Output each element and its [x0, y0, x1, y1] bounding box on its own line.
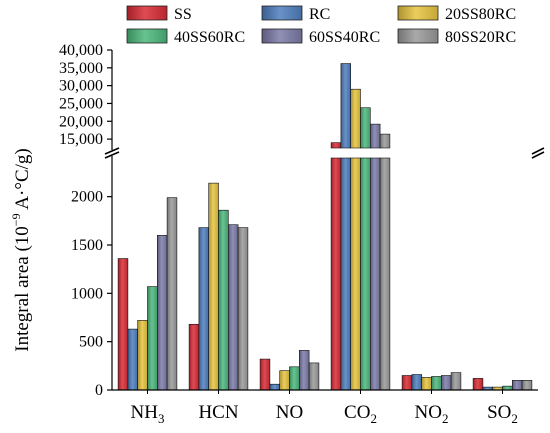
bar-co2-20ss80rc-lower	[350, 157, 361, 391]
bar-no-20ss80rc	[279, 370, 290, 391]
bar-no2-rc	[411, 374, 422, 391]
bar-hcn-40ss60rc	[218, 209, 229, 391]
legend-swatch-60ss40rc	[261, 28, 303, 44]
bar-no-60ss40rc	[298, 350, 310, 391]
bars	[117, 63, 533, 391]
bar-hcn-80ss20rc	[237, 227, 249, 391]
axis-break-mark-right-lower	[531, 151, 545, 159]
axis-break-mark-left-lower	[104, 151, 120, 159]
legend-label-20ss80rc: 20SS80RC	[445, 6, 516, 23]
bar-co2-ss-lower	[330, 157, 342, 391]
y-tick-label-upper: 25,000	[59, 95, 103, 112]
bar-hcn-60ss40rc	[228, 224, 239, 391]
legend-swatch-20ss80rc	[397, 5, 439, 21]
legend-label-40ss60rc: 40SS60RC	[174, 29, 245, 46]
bar-co2-40ss60rc	[360, 107, 371, 149]
x-tick-label-co2: CO2	[344, 402, 377, 426]
bar-no2-80ss20rc	[450, 372, 462, 391]
legend-swatch-40ss60rc	[126, 28, 168, 44]
legend-swatch-ss	[126, 5, 168, 21]
bar-no-80ss20rc	[308, 362, 320, 391]
bar-co2-rc-lower	[340, 157, 351, 391]
x-tick-label-so2: SO2	[487, 402, 518, 426]
x-tick-label-no2: NO2	[415, 402, 449, 426]
bar-nh3-rc	[127, 328, 139, 391]
bar-co2-80ss20rc	[379, 133, 391, 149]
bar-co2-20ss80rc	[350, 88, 361, 149]
y-tick-label-lower: 1000	[71, 285, 103, 302]
axis-break-mark-left-upper	[104, 147, 120, 155]
bar-nh3-40ss60rc	[147, 286, 158, 391]
y-tick-label-upper: 35,000	[59, 60, 103, 77]
y-axis-title: Integral area (10−9 A·°C/g)	[9, 148, 33, 351]
x-tick-label-no: NO	[276, 402, 303, 423]
bar-nh3-ss	[117, 258, 129, 391]
legend: SS RC 20SS80RC 40SS60RC 60SS40RC 80SS20RC	[126, 5, 516, 46]
x-tick-labels: NH3 HCN NO CO2 NO2 SO2	[131, 390, 518, 426]
y-tick-label-upper: 15,000	[59, 131, 103, 148]
bar-no-ss	[259, 358, 271, 391]
bar-so2-60ss40rc	[511, 380, 523, 391]
y-ticks: 0 500 1000 1500 2000 15,00020,00025,00030,000…	[59, 42, 112, 399]
bar-no-rc	[269, 383, 280, 391]
axis-break-gap	[104, 150, 120, 156]
bar-co2-60ss40rc-lower	[369, 157, 381, 391]
bar-hcn-ss	[188, 323, 200, 391]
x-tick-label-nh3: NH3	[131, 402, 165, 426]
bar-co2-40ss60rc-lower	[360, 157, 371, 391]
legend-swatch-80ss20rc	[397, 28, 439, 44]
bar-no2-40ss60rc	[431, 376, 442, 391]
y-tick-label-lower: 0	[95, 382, 103, 399]
legend-swatch-rc	[261, 5, 303, 21]
y-tick-label-upper: 30,000	[59, 78, 103, 95]
axis-break-mark-right-upper	[531, 147, 545, 155]
bar-co2-rc	[340, 63, 351, 149]
bar-nh3-60ss40rc	[157, 235, 168, 391]
legend-label-60ss40rc: 60SS40RC	[309, 29, 380, 46]
bar-no2-60ss40rc	[440, 375, 452, 391]
bar-hcn-20ss80rc	[208, 182, 219, 391]
x-tick-label-hcn: HCN	[198, 402, 238, 423]
axis-break-gap-right	[532, 150, 544, 156]
bar-no2-ss	[401, 375, 413, 391]
bar-hcn-rc	[198, 227, 209, 391]
bar-co2-80ss20rc-lower	[379, 157, 391, 391]
y-tick-label-lower: 1500	[71, 237, 103, 254]
y-tick-label-upper: 40,000	[59, 42, 103, 59]
legend-label-80ss20rc: 80SS20RC	[445, 29, 516, 46]
bar-so2-ss	[472, 378, 484, 391]
legend-label-ss: SS	[174, 6, 192, 23]
bar-co2-ss	[330, 142, 342, 149]
y-tick-label-upper: 20,000	[59, 113, 103, 130]
bar-so2-80ss20rc	[521, 380, 533, 391]
bar-nh3-20ss80rc	[137, 320, 148, 391]
bar-nh3-80ss20rc	[166, 197, 178, 391]
y-tick-label-lower: 2000	[71, 189, 103, 206]
bar-co2-60ss40rc	[369, 123, 381, 149]
legend-label-rc: RC	[309, 6, 330, 23]
axes	[104, 50, 545, 391]
y-tick-label-lower: 500	[79, 334, 103, 351]
bar-no2-20ss80rc	[421, 377, 432, 391]
bar-no-40ss60rc	[289, 366, 300, 391]
